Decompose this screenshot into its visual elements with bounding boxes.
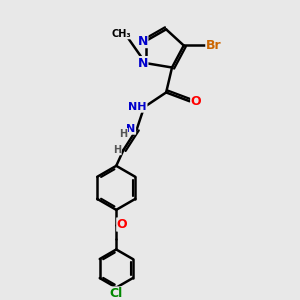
Text: CH₃: CH₃	[112, 29, 131, 39]
Text: N: N	[137, 34, 148, 48]
Text: O: O	[117, 218, 128, 231]
Text: NH: NH	[128, 102, 147, 112]
Text: N: N	[126, 124, 136, 134]
Text: H: H	[113, 145, 121, 155]
Text: O: O	[191, 95, 201, 108]
Text: Br: Br	[206, 39, 221, 52]
Text: N: N	[137, 57, 148, 70]
Text: Cl: Cl	[110, 287, 123, 300]
Text: H: H	[119, 128, 128, 139]
